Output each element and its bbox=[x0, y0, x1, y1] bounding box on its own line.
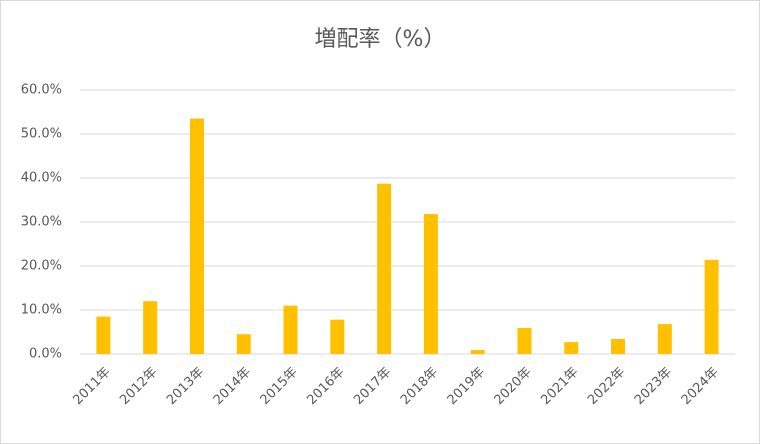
y-tick-label: 40.0% bbox=[21, 171, 62, 186]
y-tick-label: 50.0% bbox=[21, 127, 62, 142]
bar bbox=[189, 118, 204, 354]
bar bbox=[96, 316, 111, 354]
y-tick-label: 60.0% bbox=[21, 83, 62, 98]
chart-title: 増配率（%） bbox=[315, 27, 446, 52]
bar bbox=[283, 305, 298, 354]
bar bbox=[236, 334, 251, 354]
bar bbox=[517, 328, 532, 354]
y-tick-label: 20.0% bbox=[21, 259, 62, 274]
y-tick-label: 10.0% bbox=[21, 303, 62, 318]
bar bbox=[704, 259, 719, 354]
y-tick-label: 30.0% bbox=[21, 215, 62, 230]
y-tick-label: 0.0% bbox=[29, 347, 62, 362]
bar bbox=[657, 324, 672, 354]
bar bbox=[611, 339, 626, 354]
bar bbox=[423, 214, 438, 354]
bar bbox=[330, 319, 345, 354]
bar bbox=[143, 301, 158, 354]
bar bbox=[377, 183, 392, 354]
bar bbox=[564, 342, 579, 354]
bar bbox=[470, 350, 485, 354]
